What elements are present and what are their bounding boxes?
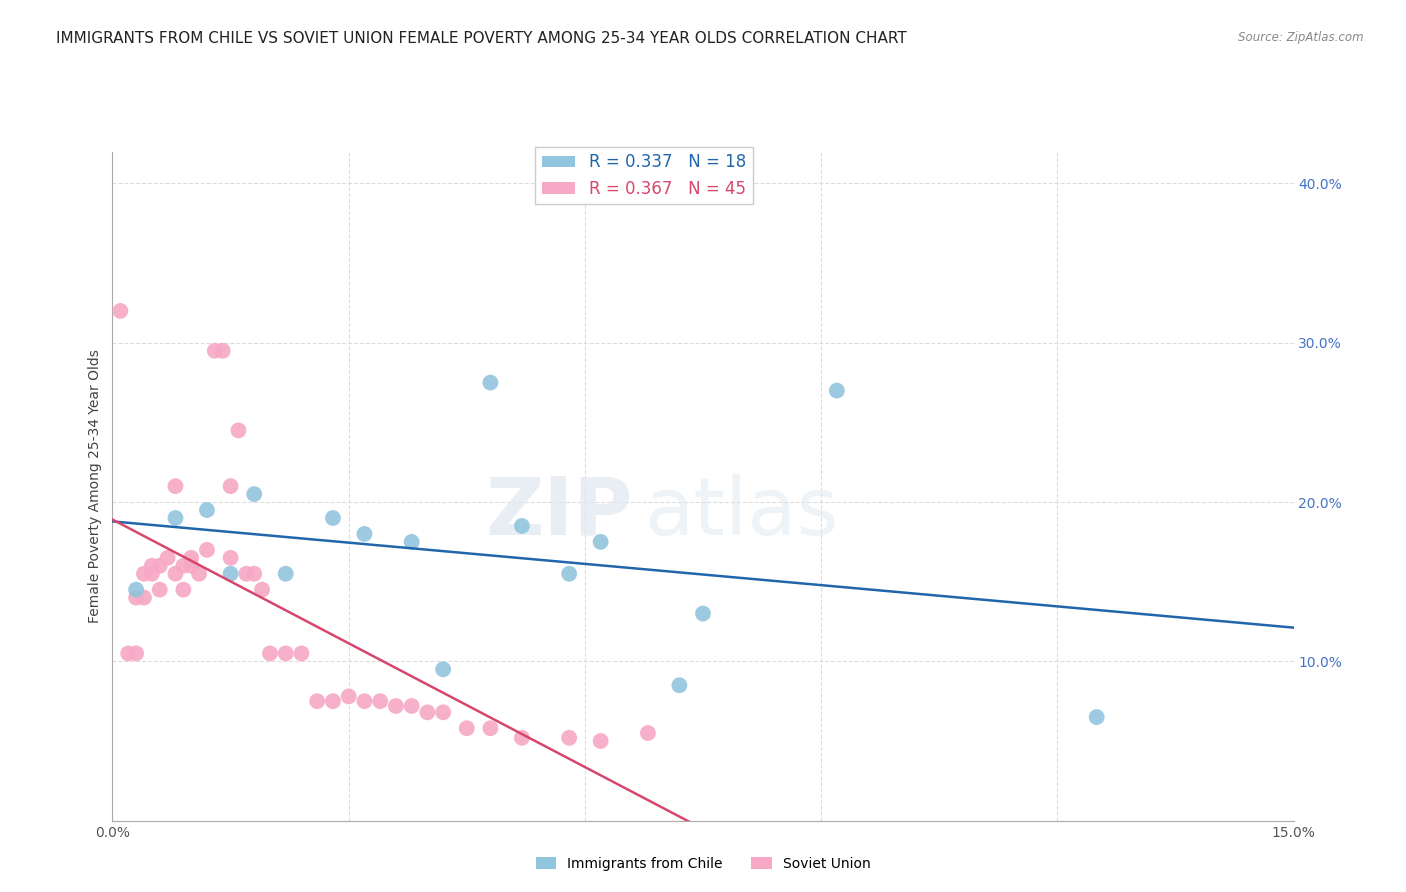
Point: [172, 558, 194, 573]
Point: [149, 558, 172, 573]
Point: [558, 731, 581, 745]
Point: [259, 646, 281, 660]
Point: [180, 550, 202, 565]
Point: [668, 678, 690, 692]
Point: [117, 646, 139, 660]
Point: [219, 479, 242, 493]
Point: [353, 694, 375, 708]
Point: [456, 721, 478, 735]
Point: [479, 376, 502, 390]
Point: [188, 566, 211, 581]
Point: [211, 343, 233, 358]
Point: [110, 304, 132, 318]
Point: [368, 694, 391, 708]
Point: [637, 726, 659, 740]
Point: [250, 582, 273, 597]
Point: [132, 591, 155, 605]
Point: [219, 566, 242, 581]
Point: [479, 721, 502, 735]
Point: [432, 662, 454, 676]
Text: Source: ZipAtlas.com: Source: ZipAtlas.com: [1239, 31, 1364, 45]
Text: IMMIGRANTS FROM CHILE VS SOVIET UNION FEMALE POVERTY AMONG 25-34 YEAR OLDS CORRE: IMMIGRANTS FROM CHILE VS SOVIET UNION FE…: [56, 31, 907, 46]
Point: [1085, 710, 1108, 724]
Point: [204, 343, 226, 358]
Point: [125, 646, 148, 660]
Point: [243, 566, 266, 581]
Text: ZIP: ZIP: [485, 474, 633, 552]
Legend: Immigrants from Chile, Soviet Union: Immigrants from Chile, Soviet Union: [530, 851, 876, 876]
Point: [125, 582, 148, 597]
Point: [172, 582, 194, 597]
Point: [243, 487, 266, 501]
Point: [219, 550, 242, 565]
Point: [692, 607, 714, 621]
Point: [589, 534, 612, 549]
Point: [322, 694, 344, 708]
Point: [125, 591, 148, 605]
Point: [558, 566, 581, 581]
Point: [353, 527, 375, 541]
Point: [825, 384, 848, 398]
Point: [195, 542, 218, 557]
Point: [165, 566, 187, 581]
Point: [165, 479, 187, 493]
Point: [307, 694, 329, 708]
Y-axis label: Female Poverty Among 25-34 Year Olds: Female Poverty Among 25-34 Year Olds: [89, 349, 103, 624]
Point: [141, 558, 163, 573]
Point: [149, 582, 172, 597]
Point: [337, 690, 360, 704]
Point: [228, 424, 250, 438]
Point: [156, 550, 179, 565]
Point: [165, 511, 187, 525]
Point: [385, 698, 408, 713]
Point: [132, 566, 155, 581]
Point: [235, 566, 257, 581]
Point: [432, 706, 454, 720]
Text: atlas: atlas: [644, 474, 838, 552]
Point: [510, 519, 533, 533]
Point: [589, 734, 612, 748]
Point: [401, 534, 423, 549]
Point: [290, 646, 312, 660]
Point: [195, 503, 218, 517]
Point: [274, 566, 297, 581]
Point: [510, 731, 533, 745]
Point: [274, 646, 297, 660]
Point: [416, 706, 439, 720]
Point: [401, 698, 423, 713]
Point: [141, 566, 163, 581]
Point: [180, 558, 202, 573]
Point: [322, 511, 344, 525]
Legend: R = 0.337   N = 18, R = 0.367   N = 45: R = 0.337 N = 18, R = 0.367 N = 45: [536, 146, 752, 204]
